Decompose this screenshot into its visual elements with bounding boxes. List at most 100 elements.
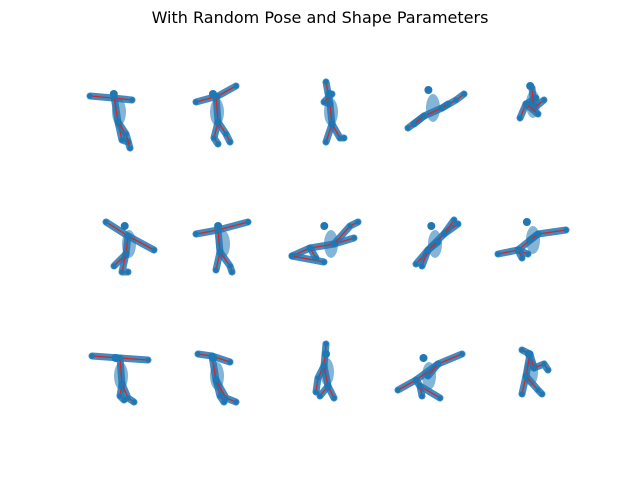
pose-figure-4 [404,86,468,132]
pose-figure-1 [86,90,136,152]
joint-point [223,395,229,401]
joint-point [119,381,125,387]
joint-point [413,377,419,383]
pose-figure-11 [88,352,152,406]
joint-point [347,223,353,229]
joint-point [523,373,529,379]
joint-point [527,237,533,243]
joint-point [445,101,451,107]
joint-point [229,269,235,275]
joint-point [535,387,541,393]
joint-point [435,239,441,245]
joint-point [119,137,125,143]
joint-point [413,261,419,267]
joint-point [325,383,331,389]
joint-point [145,357,151,363]
pose-figure-7 [192,218,252,276]
joint-point [435,361,441,367]
joint-point [127,145,133,151]
joint-point [519,347,525,353]
joint-point [307,245,313,251]
joint-point [103,219,109,225]
joint-point [459,351,465,357]
head-mesh [320,222,329,230]
joint-point [417,383,423,389]
head-mesh [522,218,531,226]
pose-figure-13 [312,340,338,402]
head-mesh [214,222,223,230]
joint-point [541,361,547,367]
skeleton-line [291,255,325,263]
joint-point [405,125,411,131]
joint-point [329,121,335,127]
joint-point [125,395,131,401]
joint-point [419,263,425,269]
joint-point [313,255,319,261]
joint-point [227,359,233,365]
pose-figure-15 [518,346,552,398]
joint-point [213,377,219,383]
joint-point [215,141,221,147]
joint-point [337,135,343,141]
joint-point [541,97,547,103]
head-mesh [209,354,218,362]
joint-point [323,79,329,85]
head-mesh [120,222,129,230]
joint-point [351,235,357,241]
head-mesh [111,354,120,362]
pose-figure-5 [516,82,548,122]
joint-point [461,91,467,97]
joint-point [125,233,131,239]
joint-point [151,247,157,253]
head-mesh [419,354,428,362]
joint-point [523,101,529,107]
head-mesh [427,222,436,230]
joint-point [411,121,417,127]
joint-point [289,253,295,259]
joint-point [355,219,361,225]
joint-point [425,247,431,253]
joint-point [195,351,201,357]
joint-point [421,113,427,119]
joint-point [539,391,545,397]
head-mesh [424,86,433,94]
joint-point [419,393,425,399]
head-mesh [526,82,535,90]
joint-point [213,267,219,273]
joint-point [517,115,523,121]
joint-point [111,263,117,269]
joint-point [227,139,233,145]
joint-point [525,251,531,257]
joint-point [233,399,239,405]
joint-point [439,105,445,111]
pose-figure-9 [412,216,462,270]
head-mesh [209,90,217,98]
joint-point [223,131,229,137]
joint-point [453,97,459,103]
pose-figure-12 [194,350,240,406]
joint-point [129,97,135,103]
pose-figure-6 [102,218,158,276]
joint-point [455,221,461,227]
pose-figure-3 [320,78,348,146]
joint-point [211,135,217,141]
skeleton-line [217,229,221,253]
joint-point [131,399,137,405]
joint-point [193,99,199,105]
head-mesh [325,90,334,98]
joint-point [437,395,443,401]
joint-point [323,341,329,347]
joint-point [451,217,457,223]
joint-point [331,395,337,401]
joint-point [245,219,251,225]
pose-figure-10 [494,218,570,262]
skeleton-line [427,363,439,377]
joint-point [193,231,199,237]
joint-point [323,139,329,145]
joint-point [519,391,525,397]
figure-title: With Random Pose and Shape Parameters [151,8,489,27]
joint-point [535,111,541,117]
joint-point [215,119,221,125]
pose-figure-14 [394,350,466,402]
